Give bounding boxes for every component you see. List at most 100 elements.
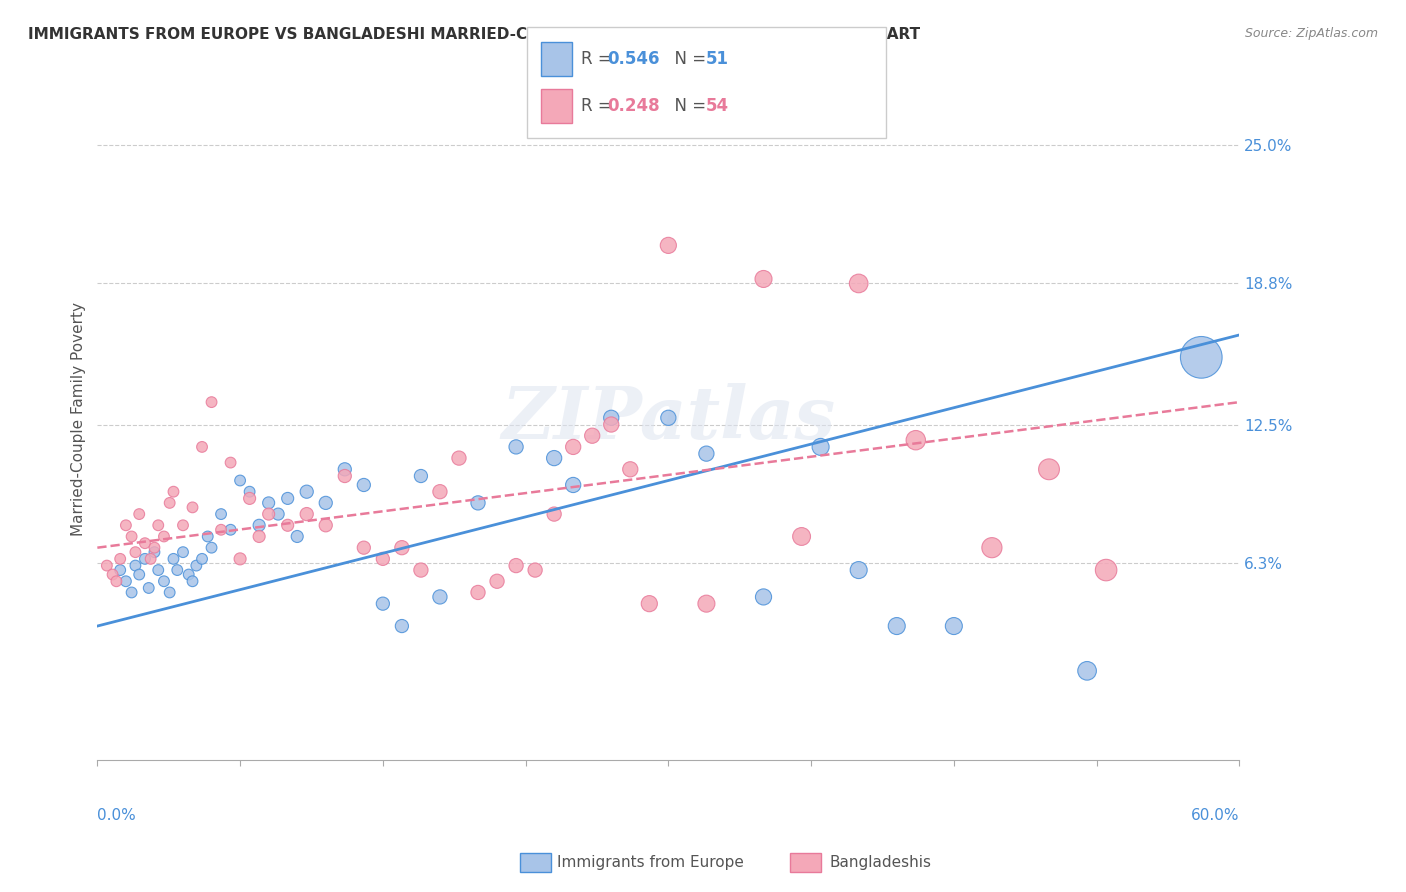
Point <box>128 507 150 521</box>
Point <box>115 518 138 533</box>
Point <box>505 440 527 454</box>
Text: N =: N = <box>664 97 711 115</box>
Point <box>295 484 318 499</box>
Point <box>600 417 623 432</box>
Point <box>219 456 242 470</box>
Text: N =: N = <box>664 50 711 68</box>
Point <box>638 597 661 611</box>
Point <box>619 462 641 476</box>
Point <box>371 552 394 566</box>
Text: IMMIGRANTS FROM EUROPE VS BANGLADESHI MARRIED-COUPLE FAMILY POVERTY CORRELATION : IMMIGRANTS FROM EUROPE VS BANGLADESHI MA… <box>28 27 921 42</box>
Point <box>257 507 280 521</box>
Point <box>181 500 204 515</box>
Point <box>159 496 181 510</box>
Point <box>581 428 603 442</box>
Point <box>695 597 717 611</box>
Point <box>138 581 160 595</box>
Point <box>1076 664 1098 678</box>
Point <box>162 552 184 566</box>
Y-axis label: Married-Couple Family Poverty: Married-Couple Family Poverty <box>72 301 86 536</box>
Point <box>810 440 832 454</box>
Point <box>124 545 146 559</box>
Point <box>277 518 299 533</box>
Text: 0.248: 0.248 <box>607 97 659 115</box>
Point <box>148 563 170 577</box>
Point <box>209 523 232 537</box>
Text: 0.0%: 0.0% <box>97 808 136 823</box>
Point <box>429 484 451 499</box>
Point <box>172 518 194 533</box>
Point <box>562 478 585 492</box>
Point <box>467 585 489 599</box>
Point <box>172 545 194 559</box>
Point <box>105 574 128 589</box>
Point <box>121 529 143 543</box>
Point <box>134 536 156 550</box>
Point <box>295 507 318 521</box>
Text: Immigrants from Europe: Immigrants from Europe <box>557 855 744 870</box>
Point <box>409 469 432 483</box>
Point <box>108 552 131 566</box>
Point <box>752 272 775 286</box>
Text: Bangladeshis: Bangladeshis <box>830 855 932 870</box>
Point <box>159 585 181 599</box>
Point <box>115 574 138 589</box>
Point <box>277 491 299 506</box>
Point <box>429 590 451 604</box>
Point <box>980 541 1002 555</box>
Point <box>108 563 131 577</box>
Point <box>695 447 717 461</box>
Point <box>139 552 162 566</box>
Text: Source: ZipAtlas.com: Source: ZipAtlas.com <box>1244 27 1378 40</box>
Point <box>752 590 775 604</box>
Point <box>219 523 242 537</box>
Point <box>371 597 394 611</box>
Point <box>848 277 870 291</box>
Point <box>239 484 262 499</box>
Text: R =: R = <box>581 50 617 68</box>
Point <box>942 619 965 633</box>
Point <box>197 529 219 543</box>
Point <box>153 574 176 589</box>
Point <box>191 552 214 566</box>
Point <box>657 238 679 252</box>
Point <box>166 563 188 577</box>
Point <box>247 518 270 533</box>
Point <box>181 574 204 589</box>
Point <box>128 567 150 582</box>
Text: 60.0%: 60.0% <box>1191 808 1239 823</box>
Point <box>353 478 375 492</box>
Point <box>124 558 146 573</box>
Point <box>239 491 262 506</box>
Point <box>391 619 413 633</box>
Point <box>467 496 489 510</box>
Point <box>162 484 184 499</box>
Point <box>143 545 166 559</box>
Text: ZIPatlas: ZIPatlas <box>502 384 835 454</box>
Point <box>315 496 337 510</box>
Point <box>191 440 214 454</box>
Point <box>134 552 156 566</box>
Text: R =: R = <box>581 97 617 115</box>
Point <box>1189 351 1212 365</box>
Point <box>333 462 356 476</box>
Point <box>1038 462 1060 476</box>
Point <box>505 558 527 573</box>
Point <box>524 563 547 577</box>
Point <box>96 558 118 573</box>
Point <box>247 529 270 543</box>
Point <box>148 518 170 533</box>
Point <box>285 529 308 543</box>
Point <box>486 574 509 589</box>
Point <box>229 474 252 488</box>
Point <box>333 469 356 483</box>
Point <box>200 395 222 409</box>
Text: 54: 54 <box>706 97 728 115</box>
Point <box>543 451 565 466</box>
Point <box>186 558 208 573</box>
Point <box>886 619 908 633</box>
Point <box>447 451 470 466</box>
Text: 0.546: 0.546 <box>607 50 659 68</box>
Point <box>121 585 143 599</box>
Point <box>657 410 679 425</box>
